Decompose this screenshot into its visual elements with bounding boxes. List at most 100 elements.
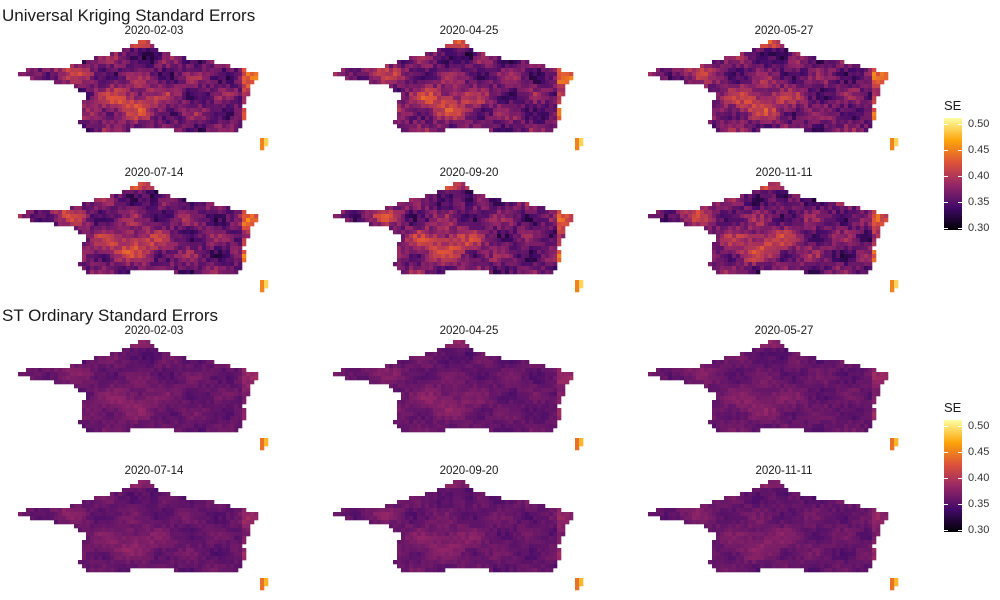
grid-cell [728,92,733,97]
grid-cell [82,60,87,65]
grid-cell [832,128,837,133]
grid-cell [457,194,462,199]
grid-cell [497,270,502,275]
grid-cell [744,104,749,109]
grid-cell [832,246,837,251]
grid-cell [94,198,99,203]
grid-cell [712,120,717,125]
grid-cell [796,60,801,65]
grid-cell [417,230,422,235]
grid-cell [214,92,219,97]
grid-cell [740,120,745,125]
grid-cell [808,266,813,271]
grid-cell [194,80,199,85]
grid-cell [469,250,474,255]
grid-cell [234,270,239,275]
grid-cell [840,222,845,227]
grid-cell [210,270,215,275]
grid-cell [126,76,131,81]
grid-cell [744,238,749,243]
grid-cell [836,124,841,129]
grid-cell [198,116,203,121]
grid-cell [732,230,737,235]
grid-cell [26,68,31,73]
grid-cell [134,190,139,195]
grid-cell [170,120,175,125]
grid-cell [222,242,227,247]
grid-cell [553,124,558,129]
grid-cell [405,234,410,239]
grid-cell [736,104,741,109]
grid-cell [525,222,530,227]
grid-cell [170,104,175,109]
grid-cell [146,64,151,69]
grid-cell [445,92,450,97]
grid-cell [509,100,514,105]
grid-cell [660,218,665,223]
grid-cell [481,88,486,93]
grid-cell [230,100,235,105]
grid-cell [792,112,797,117]
grid-cell [824,202,829,207]
grid-cell [473,56,478,61]
grid-cell [772,194,777,199]
grid-cell [740,80,745,85]
grid-cell [377,76,382,81]
grid-cell [118,246,123,251]
grid-cell [473,258,478,263]
grid-cell [764,238,769,243]
grid-cell [453,202,458,207]
grid-cell [513,218,518,223]
grid-cell [473,242,478,247]
grid-cell [505,76,510,81]
grid-cell [461,246,466,251]
grid-cell [433,116,438,121]
grid-cell [748,64,753,69]
grid-cell [417,56,422,61]
grid-cell [417,258,422,263]
grid-cell [50,210,55,215]
grid-cell [178,120,183,125]
grid-cell [780,120,785,125]
grid-cell [214,108,219,113]
grid-cell [226,124,231,129]
grid-cell [784,64,789,69]
grid-cell [413,270,418,275]
grid-cell [461,222,466,227]
corsica-cell [260,142,265,147]
grid-cell [804,92,809,97]
grid-cell [720,92,725,97]
grid-cell [477,88,482,93]
grid-cell [505,234,510,239]
grid-cell [389,64,394,69]
grid-cell [772,238,777,243]
grid-cell [792,104,797,109]
grid-cell [242,254,247,259]
grid-cell [222,116,227,121]
grid-cell [469,108,474,113]
grid-cell [154,104,159,109]
grid-cell [517,100,522,105]
grid-cell [441,80,446,85]
grid-cell [664,76,669,81]
grid-cell [90,206,95,211]
grid-cell [792,100,797,105]
grid-cell [102,218,107,223]
grid-cell [361,218,366,223]
grid-cell [457,60,462,65]
grid-cell [194,112,199,117]
grid-cell [477,112,482,117]
grid-cell [493,112,498,117]
grid-cell [772,182,777,187]
grid-cell [154,60,159,65]
grid-cell [836,112,841,117]
grid-cell [357,72,362,77]
grid-cell [250,76,255,81]
grid-cell [214,250,219,255]
grid-cell [445,48,450,53]
grid-cell [541,242,546,247]
grid-cell [473,84,478,89]
grid-cell [541,120,546,125]
grid-cell [465,124,470,129]
grid-cell [840,60,845,65]
